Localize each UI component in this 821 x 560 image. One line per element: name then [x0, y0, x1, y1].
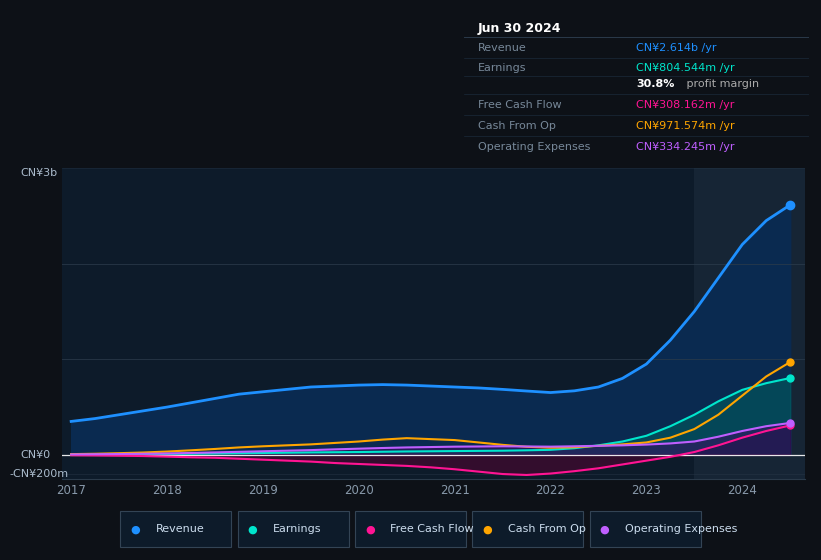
- Text: Operating Expenses: Operating Expenses: [626, 524, 737, 534]
- Text: Jun 30 2024: Jun 30 2024: [478, 22, 562, 35]
- Text: CN¥2.614b /yr: CN¥2.614b /yr: [636, 43, 717, 53]
- Text: ●: ●: [365, 524, 374, 534]
- Text: Free Cash Flow: Free Cash Flow: [391, 524, 474, 534]
- Text: Revenue: Revenue: [478, 43, 526, 53]
- Text: Cash From Op: Cash From Op: [478, 120, 556, 130]
- Text: CN¥804.544m /yr: CN¥804.544m /yr: [636, 63, 735, 72]
- Text: Earnings: Earnings: [273, 524, 322, 534]
- Text: ●: ●: [600, 524, 609, 534]
- Text: CN¥308.162m /yr: CN¥308.162m /yr: [636, 100, 735, 110]
- Text: CN¥0: CN¥0: [21, 450, 51, 460]
- Text: Free Cash Flow: Free Cash Flow: [478, 100, 562, 110]
- Text: ●: ●: [483, 524, 492, 534]
- Text: -CN¥200m: -CN¥200m: [10, 469, 69, 479]
- Text: profit margin: profit margin: [683, 78, 759, 88]
- Text: Revenue: Revenue: [155, 524, 204, 534]
- Bar: [695, 168, 805, 479]
- Text: 30.8%: 30.8%: [636, 78, 675, 88]
- Text: ●: ●: [131, 524, 140, 534]
- Text: Earnings: Earnings: [478, 63, 526, 72]
- Text: CN¥334.245m /yr: CN¥334.245m /yr: [636, 142, 735, 152]
- Text: ●: ●: [248, 524, 257, 534]
- Text: CN¥3b: CN¥3b: [21, 168, 57, 178]
- Text: Operating Expenses: Operating Expenses: [478, 142, 590, 152]
- Text: Cash From Op: Cash From Op: [507, 524, 585, 534]
- Text: CN¥971.574m /yr: CN¥971.574m /yr: [636, 120, 735, 130]
